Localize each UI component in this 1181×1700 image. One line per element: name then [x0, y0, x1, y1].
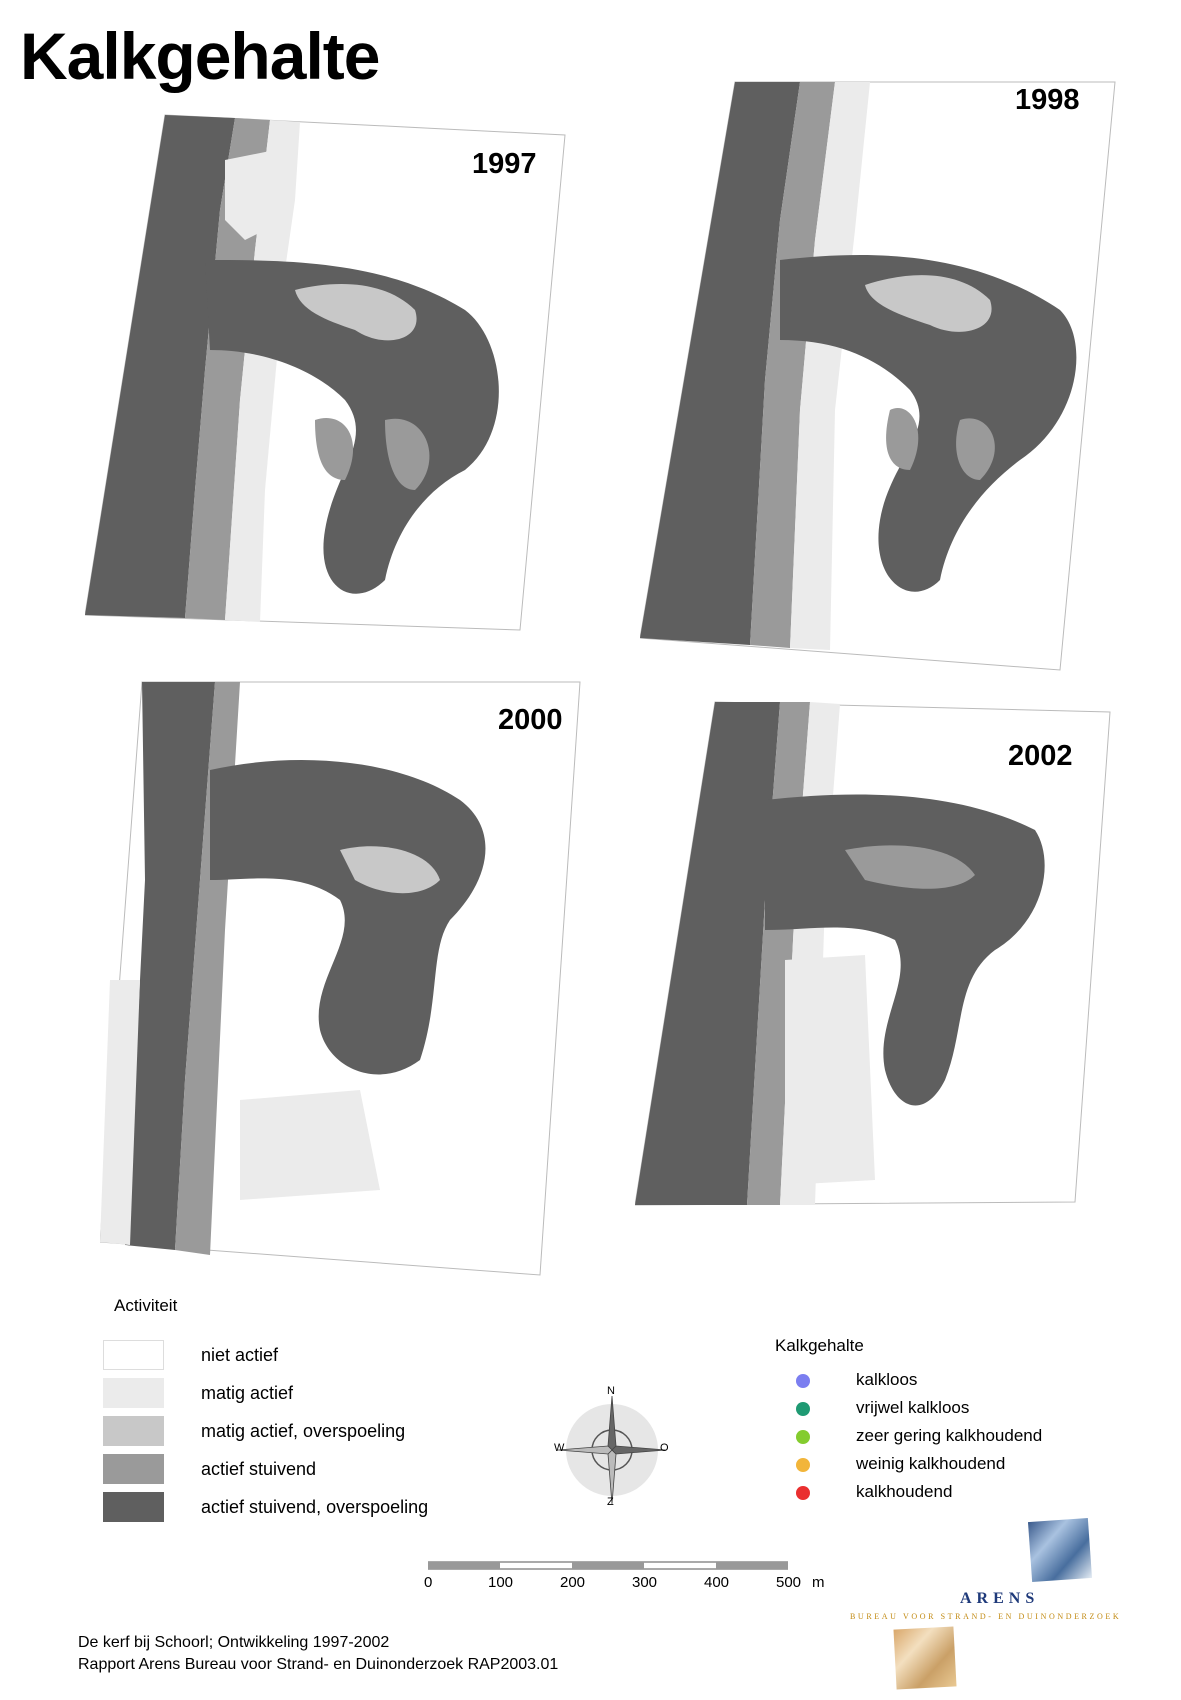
scale-unit: m [812, 1574, 825, 1591]
swatch-actief-stuivend [103, 1454, 164, 1484]
scale-bar [427, 1560, 789, 1615]
compass-o-label: O [660, 1442, 669, 1454]
logo-name: ARENS [960, 1590, 1040, 1607]
scale-tick-label: 100 [488, 1574, 514, 1591]
swatch-matig-actief-overspoeling [103, 1416, 164, 1446]
logo-image-sand [893, 1626, 957, 1690]
activity-legend-title: Activiteit [114, 1296, 178, 1315]
dot-zeer-gering-kalkhoudend [796, 1430, 810, 1444]
map-1997 [85, 110, 575, 640]
map-year-1997: 1997 [472, 148, 537, 180]
activity-label: niet actief [201, 1345, 279, 1365]
swatch-matig-actief [103, 1378, 164, 1408]
footer-line-2: Rapport Arens Bureau voor Strand- en Dui… [78, 1656, 559, 1673]
scale-tick-label: 200 [560, 1574, 586, 1591]
lime-label: vrijwel kalkloos [856, 1398, 970, 1417]
compass-rose-icon [552, 1390, 672, 1510]
map-year-2002: 2002 [1008, 740, 1073, 772]
lime-label: zeer gering kalkhoudend [856, 1426, 1043, 1445]
map-2002 [635, 700, 1115, 1210]
page-title: Kalkgehalte [20, 19, 380, 93]
logo-image-blue [1027, 1517, 1093, 1583]
dot-kalkloos [796, 1374, 810, 1388]
map-1998 [640, 80, 1120, 680]
compass-z-label: Z [607, 1496, 614, 1508]
activity-label: matig actief [201, 1383, 294, 1403]
map-year-1998: 1998 [1015, 84, 1080, 116]
footer-line-1: De kerf bij Schoorl; Ontwikkeling 1997-2… [78, 1634, 390, 1651]
arens-logo: ARENS BUREAU VOOR STRAND- EN DUINONDERZO… [840, 1517, 1170, 1690]
dot-weinig-kalkhoudend [796, 1458, 810, 1472]
scale-tick-label: 300 [632, 1574, 658, 1591]
lime-label: kalkhoudend [856, 1482, 953, 1501]
swatch-actief-stuivend-overspoeling [103, 1492, 164, 1522]
scale-tick-label: 400 [704, 1574, 730, 1591]
lime-label: kalkloos [856, 1370, 918, 1389]
dot-kalkhoudend [796, 1486, 810, 1500]
swatch-niet-actief [103, 1340, 164, 1370]
activity-label: actief stuivend [201, 1459, 317, 1479]
map-2000 [100, 680, 600, 1290]
compass-n-label: N [607, 1385, 615, 1397]
logo-subtitle: BUREAU VOOR STRAND- EN DUINONDERZOEK [850, 1612, 1122, 1621]
map-year-2000: 2000 [498, 704, 563, 736]
lime-legend-title: Kalkgehalte [775, 1336, 864, 1355]
dot-vrijwel-kalkloos [796, 1402, 810, 1416]
activity-label: actief stuivend, overspoeling [201, 1497, 429, 1517]
activity-label: matig actief, overspoeling [201, 1421, 406, 1441]
scale-tick-label: 500 [776, 1574, 802, 1591]
scale-tick-label: 0 [424, 1574, 433, 1591]
compass-w-label: W [554, 1442, 565, 1454]
lime-label: weinig kalkhoudend [856, 1454, 1006, 1473]
